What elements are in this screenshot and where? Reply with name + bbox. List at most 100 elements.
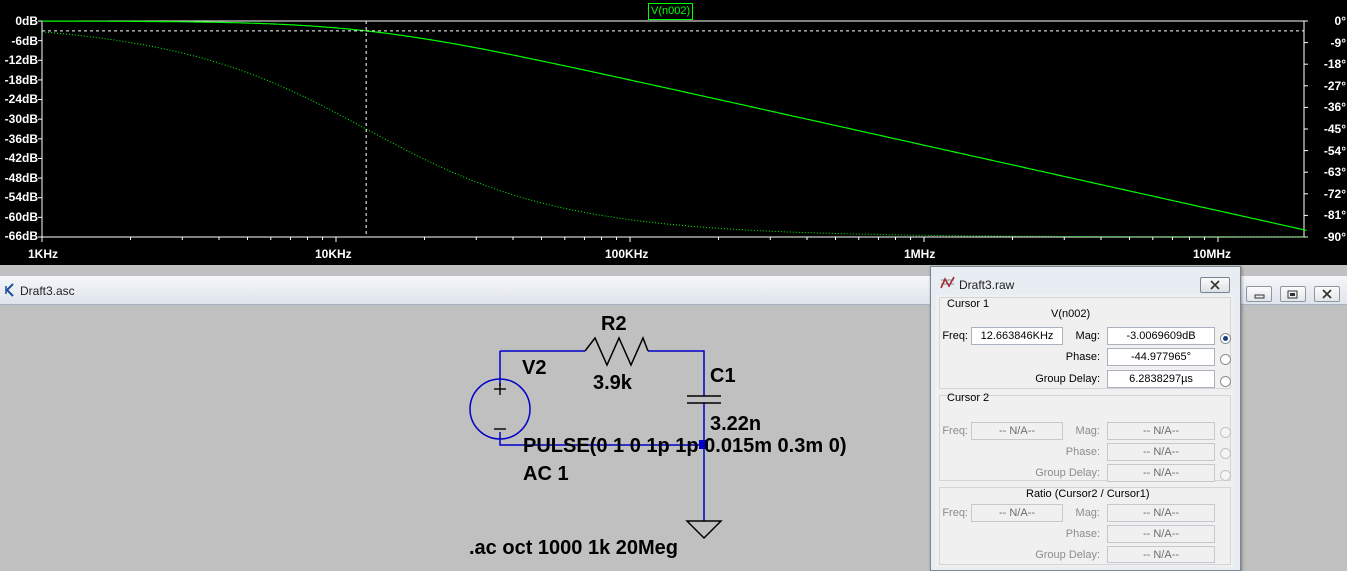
- ratio-phase-label: Phase:: [1065, 528, 1100, 540]
- cursor-dialog-body: Cursor 1 V(n002) Freq: 12.663846KHz Mag:…: [936, 295, 1234, 567]
- cursor2-group-delay-field[interactable]: -- N/A--: [1107, 464, 1215, 482]
- cursor1-group-delay-field[interactable]: 6.2838297µs: [1107, 370, 1215, 388]
- ltspice-schematic-icon: [5, 283, 14, 297]
- cursor1-group-title: Cursor 1: [947, 298, 990, 310]
- cursor2-mag-field[interactable]: -- N/A--: [1107, 422, 1215, 440]
- dialog-close-button[interactable]: [1200, 277, 1230, 293]
- junction-dot: [699, 440, 708, 449]
- y-left-tick-label: -48dB: [4, 171, 38, 185]
- ratio-group-title: Ratio (Cursor2 / Cursor1): [1026, 488, 1150, 500]
- plot-frame: [41, 20, 1305, 238]
- r2-value[interactable]: 3.9k: [593, 372, 632, 394]
- y-left-tick-label: -12dB: [4, 53, 38, 67]
- y-left-tick-label: -6dB: [11, 34, 38, 48]
- restore-icon: [1287, 290, 1298, 299]
- y-left-tick-label: -30dB: [4, 112, 38, 126]
- cursor2-freq-label: Freq:: [942, 425, 968, 437]
- r2-label[interactable]: R2: [601, 313, 627, 335]
- y-left-tick-label: -36dB: [4, 132, 38, 146]
- close-button[interactable]: [1314, 286, 1340, 302]
- ratio-freq-label: Freq:: [942, 507, 968, 519]
- cursor1-phase-label: Phase:: [1065, 351, 1100, 363]
- resistor-r2-symbol[interactable]: [584, 336, 649, 367]
- close-icon: [1210, 280, 1220, 290]
- cursor2-group-delay-radio[interactable]: [1220, 470, 1231, 481]
- y-right-tick-label: -9°: [1330, 36, 1346, 50]
- c1-label[interactable]: C1: [710, 365, 736, 387]
- cursor1-mag-label: Mag:: [1075, 330, 1100, 342]
- minimize-icon: [1254, 294, 1265, 299]
- minimize-button[interactable]: [1246, 286, 1272, 302]
- cursor2-phase-radio[interactable]: [1220, 448, 1231, 459]
- cursor2-phase-label: Phase:: [1065, 446, 1100, 458]
- cursor2-phase-field[interactable]: -- N/A--: [1107, 443, 1215, 461]
- ground-symbol[interactable]: [685, 520, 723, 540]
- y-right-tick-label: -72°: [1323, 187, 1346, 201]
- x-tick-label: 100KHz: [605, 247, 649, 261]
- voltage-source-v2-symbol[interactable]: [469, 378, 531, 440]
- y-right-tick-label: -36°: [1323, 100, 1346, 114]
- v2-value[interactable]: PULSE(0 1 0 1p 1p 0.015m 0.3m 0): [523, 435, 847, 457]
- ratio-group-delay-label: Group Delay:: [1035, 549, 1100, 561]
- ratio-group-delay-field[interactable]: -- N/A--: [1107, 546, 1215, 563]
- ratio-phase-field[interactable]: -- N/A--: [1107, 525, 1215, 543]
- cursor2-group: [939, 395, 1231, 481]
- cursor1-phase-radio[interactable]: [1220, 354, 1231, 365]
- y-left-tick-label: -42dB: [4, 151, 38, 165]
- cursor2-mag-radio[interactable]: [1220, 427, 1231, 438]
- cursor1-phase-field[interactable]: -44.977965°: [1107, 348, 1215, 366]
- v2-ac-value[interactable]: AC 1: [523, 463, 569, 485]
- cursor2-group-delay-label: Group Delay:: [1035, 467, 1100, 479]
- ratio-mag-label: Mag:: [1075, 507, 1100, 519]
- cursor1-mag-radio[interactable]: [1220, 333, 1231, 344]
- wire[interactable]: [648, 350, 705, 396]
- y-right-tick-label: -45°: [1323, 122, 1346, 136]
- close-icon: [1322, 289, 1332, 299]
- y-left-tick-label: -24dB: [4, 92, 38, 106]
- y-right-tick-label: -18°: [1323, 57, 1346, 71]
- y-left-tick-label: -66dB: [4, 229, 38, 243]
- y-right-tick-label: -54°: [1323, 144, 1346, 158]
- ratio-group: [939, 487, 1231, 565]
- ratio-mag-field[interactable]: -- N/A--: [1107, 504, 1215, 522]
- cursor1-trace-name: V(n002): [1051, 308, 1091, 320]
- magnitude-trace: [42, 20, 1307, 231]
- y-right-tick-label: 0°: [1334, 14, 1346, 28]
- restore-button[interactable]: [1280, 286, 1306, 302]
- axis-ticks: [38, 20, 1308, 242]
- v2-label[interactable]: V2: [522, 357, 547, 379]
- y-left-tick-label: -18dB: [4, 73, 38, 87]
- bode-plot-canvas[interactable]: [0, 0, 1347, 265]
- y-right-tick-label: -27°: [1323, 79, 1346, 93]
- cursor1-freq-field[interactable]: 12.663846KHz: [971, 327, 1063, 345]
- cursor1-group-delay-label: Group Delay:: [1035, 373, 1100, 385]
- y-right-tick-label: -81°: [1323, 208, 1346, 222]
- c1-value[interactable]: 3.22n: [710, 413, 762, 435]
- phase-trace: [41, 31, 1307, 238]
- waveform-plot[interactable]: V(n002) 0dB -6dB -12dB -18dB -24dB -30dB…: [0, 0, 1347, 265]
- cursor1-mag-field[interactable]: -3.0069609dB: [1107, 327, 1215, 345]
- y-left-tick-label: 0dB: [15, 14, 38, 28]
- y-left-tick-label: -54dB: [4, 190, 38, 204]
- trace-label[interactable]: V(n002): [648, 3, 694, 20]
- cursor-dialog-titlebar[interactable]: Draft3.raw: [931, 267, 1240, 295]
- spice-directive[interactable]: .ac oct 1000 1k 20Meg: [469, 537, 679, 559]
- cursor-dialog-title: Draft3.raw: [959, 278, 1015, 292]
- cursor2-mag-label: Mag:: [1075, 425, 1100, 437]
- cursor2-freq-field[interactable]: -- N/A--: [971, 422, 1063, 440]
- y-right-tick-label: -90°: [1323, 230, 1346, 244]
- x-tick-label: 1KHz: [28, 247, 59, 261]
- capacitor-c1-symbol[interactable]: [687, 395, 721, 404]
- cursor1-group-delay-radio[interactable]: [1220, 376, 1231, 387]
- ratio-freq-field[interactable]: -- N/A--: [971, 504, 1063, 522]
- y-right-tick-label: -63°: [1323, 165, 1346, 179]
- cursor1-group: [939, 297, 1231, 389]
- x-tick-label: 1MHz: [904, 247, 936, 261]
- cursor2-group-title: Cursor 2: [947, 392, 990, 404]
- waveform-file-icon: [940, 276, 955, 289]
- cursor-dialog[interactable]: Draft3.raw Cursor 1 V(n002) Freq: 12.663…: [930, 266, 1241, 571]
- y-left-tick-label: -60dB: [4, 210, 38, 224]
- schematic-window-title: Draft3.asc: [20, 284, 75, 298]
- wire[interactable]: [499, 432, 704, 446]
- x-tick-label: 10KHz: [315, 247, 352, 261]
